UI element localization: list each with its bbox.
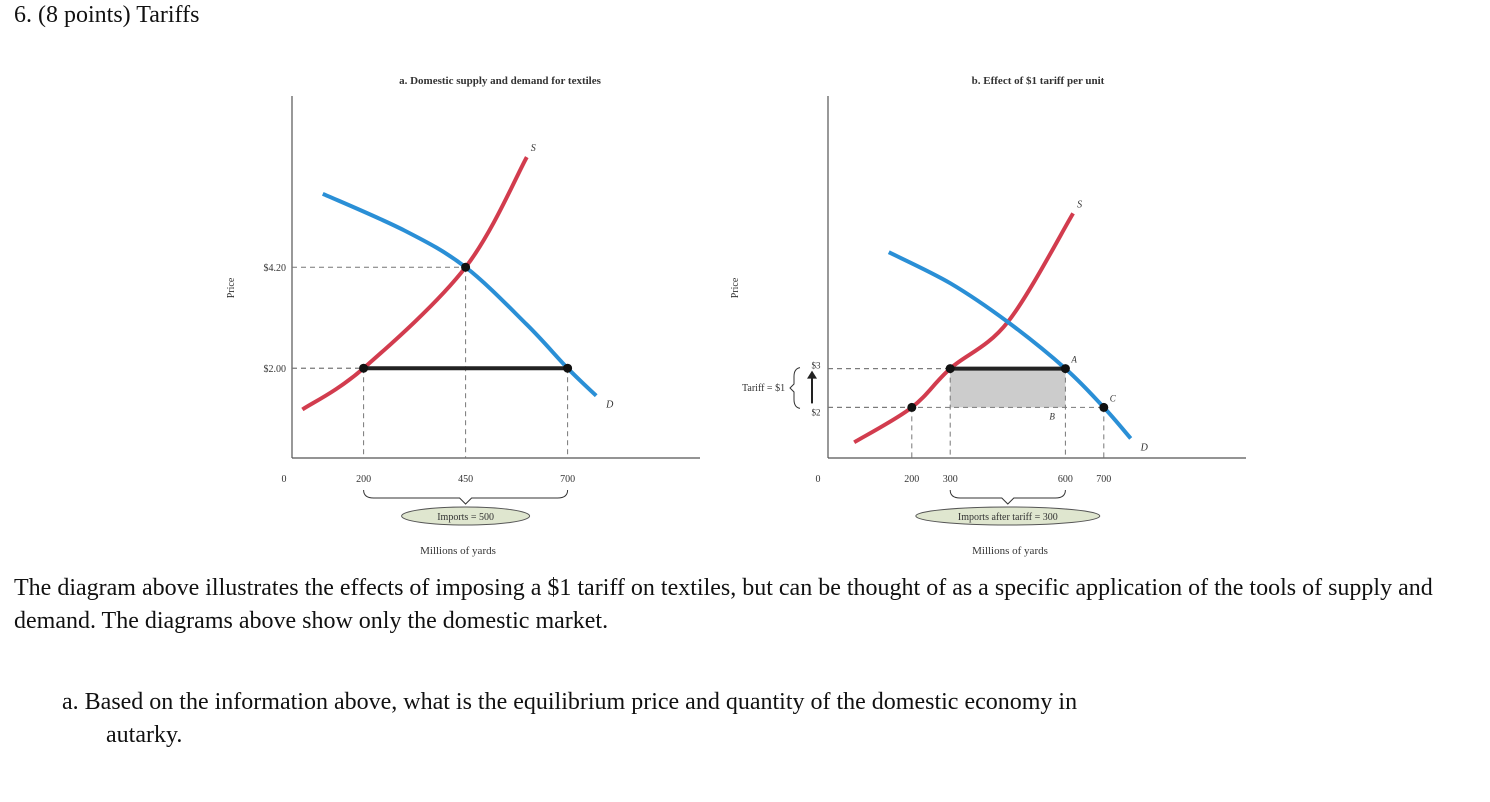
chart-b-x-tick: 700 bbox=[1096, 474, 1111, 485]
chart-b-point-label-c: C bbox=[1110, 393, 1117, 403]
problem-heading: 6. (8 points) Tariffs bbox=[14, 2, 200, 28]
chart-b-origin-label: 0 bbox=[816, 474, 821, 485]
chart-b-point-label-a: A bbox=[1070, 355, 1077, 365]
tariff-figure: a. Domestic supply and demand for textil… bbox=[0, 50, 1490, 570]
panel-b-tariff-effect: b. Effect of $1 tariff per unit Price 0 Mil… bbox=[730, 75, 1246, 557]
chart-b-x-tick: 600 bbox=[1058, 474, 1073, 485]
panel-a-domestic-market: a. Domestic supply and demand for textil… bbox=[226, 75, 700, 557]
chart-b-marker bbox=[907, 402, 917, 412]
chart-a-title: a. Domestic supply and demand for textil… bbox=[399, 75, 601, 87]
chart-a-imports-oval bbox=[401, 506, 531, 526]
question-a-text-line2: autarky. bbox=[106, 722, 183, 748]
chart-b-point-label-b: B bbox=[1049, 411, 1055, 421]
chart-a-imports-label: Imports = 500 bbox=[437, 512, 494, 523]
chart-b-tariff-area bbox=[950, 368, 1066, 408]
chart-b-ylabel: Price bbox=[730, 277, 741, 298]
chart-b-marker bbox=[1099, 402, 1109, 412]
chart-a-marker bbox=[461, 262, 471, 272]
chart-b-x-tick: 300 bbox=[943, 474, 958, 485]
chart-b-marker bbox=[1060, 364, 1070, 374]
chart-a-marker bbox=[359, 363, 369, 373]
chart-b-tariff-label: Tariff = $1 bbox=[742, 383, 785, 394]
chart-b-series-label-s: S bbox=[1077, 199, 1082, 210]
chart-b-tariff-arrow-head bbox=[807, 370, 817, 379]
chart-b-y-tick: $3 bbox=[812, 361, 822, 371]
chart-a-xlabel: Millions of yards bbox=[420, 545, 496, 557]
chart-b-curve-s bbox=[853, 212, 1075, 445]
chart-a-curve-s bbox=[301, 156, 529, 412]
chart-a-x-tick: 700 bbox=[560, 474, 575, 485]
chart-b-imports-brace bbox=[949, 489, 1066, 505]
question-a-label: a. bbox=[62, 689, 79, 715]
description-paragraph: The diagram above illustrates the effect… bbox=[14, 575, 1433, 634]
chart-a-ylabel: Price bbox=[226, 277, 237, 298]
chart-a-origin-label: 0 bbox=[282, 474, 287, 485]
chart-a-y-tick: $2.00 bbox=[264, 364, 287, 375]
chart-a-series-label-s: S bbox=[531, 143, 536, 154]
chart-a-imports-brace bbox=[363, 489, 569, 505]
chart-b-x-tick: 200 bbox=[904, 474, 919, 485]
question-a: a. Based on the information above, what … bbox=[62, 686, 1462, 752]
problem-description: The diagram above illustrates the effect… bbox=[14, 572, 1474, 638]
question-a-text-line1: Based on the information above, what is … bbox=[84, 689, 1078, 715]
chart-b-title: b. Effect of $1 tariff per unit bbox=[972, 75, 1105, 87]
chart-b-tariff-brace bbox=[789, 367, 801, 409]
chart-b-imports-label: Imports after tariff = 300 bbox=[958, 512, 1058, 523]
chart-b-series-label-d: D bbox=[1140, 442, 1149, 453]
chart-a-y-tick: $4.20 bbox=[264, 263, 287, 274]
chart-a-series-label-d: D bbox=[605, 400, 614, 411]
chart-a-marker bbox=[563, 363, 573, 373]
chart-b-marker bbox=[945, 364, 955, 374]
chart-a-x-tick: 200 bbox=[356, 474, 371, 485]
chart-b-imports-oval bbox=[915, 506, 1101, 526]
chart-b-y-tick: $2 bbox=[812, 407, 821, 417]
tariff-charts-svg: a. Domestic supply and demand for textil… bbox=[226, 75, 1246, 557]
chart-b-curve-d bbox=[887, 250, 1133, 440]
chart-a-x-tick: 450 bbox=[458, 474, 473, 485]
chart-b-xlabel: Millions of yards bbox=[972, 545, 1048, 557]
